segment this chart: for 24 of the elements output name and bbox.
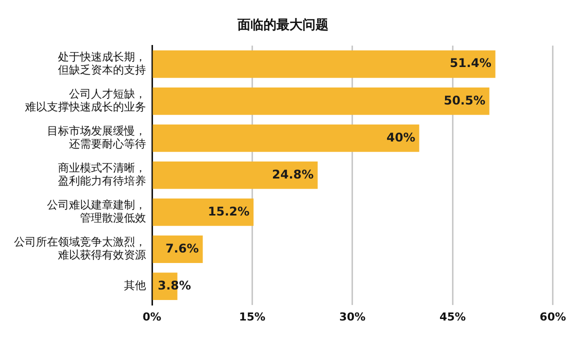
- y-tick-label: 商业模式不清晰，盈利能力有待培养: [58, 161, 146, 188]
- data-label: 40%: [386, 130, 416, 144]
- data-label: 50.5%: [444, 93, 486, 108]
- bar: [152, 198, 254, 226]
- y-tick-label: 目标市场发展缓慢，还需要耐心等待: [47, 124, 146, 151]
- x-tick-label: 60%: [540, 310, 566, 324]
- data-label: 7.6%: [165, 241, 199, 256]
- y-tick-label: 公司所在领域竞争太激烈，难以获得有效资源: [14, 236, 146, 262]
- y-tick-label: 公司难以建章建制，管理散漫低效: [47, 198, 146, 225]
- x-tick-label: 30%: [339, 310, 366, 324]
- y-tick-label: 处于快速成长期，但缺乏资本的支持: [58, 50, 146, 77]
- bar: [152, 162, 318, 189]
- bar: [152, 50, 496, 78]
- data-label: 51.4%: [450, 56, 492, 70]
- y-tick-label: 公司人才短缺，难以支撑快速成长的业务: [25, 87, 146, 114]
- y-tick-label: 其他: [124, 279, 146, 292]
- chart-title: 面临的最大问题: [236, 18, 328, 34]
- x-tick-label: 45%: [439, 310, 466, 324]
- x-tick-label: 15%: [239, 310, 266, 324]
- x-tick-label: 0%: [142, 310, 162, 324]
- data-label: 24.8%: [272, 167, 314, 182]
- bar: [152, 124, 420, 152]
- data-label: 15.2%: [208, 204, 250, 218]
- bar: [152, 87, 490, 115]
